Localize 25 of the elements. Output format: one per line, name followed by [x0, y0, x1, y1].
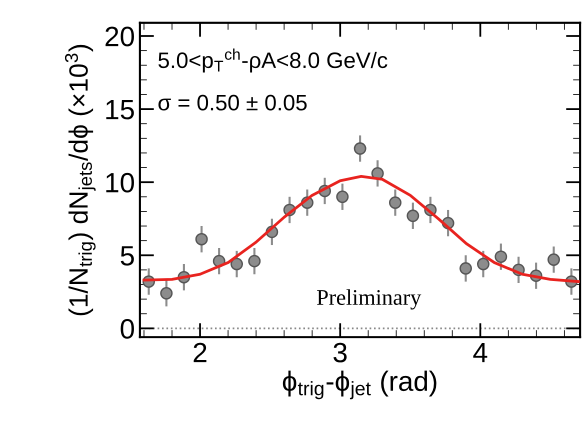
point	[248, 254, 261, 268]
y-tick-label: 15	[106, 100, 134, 120]
x-tick-label: 4	[473, 343, 488, 362]
point	[547, 253, 560, 266]
point	[230, 258, 244, 270]
y-axis-title: (1/N$_{trig}$) dN$_{jets}$/dϕ (×10$^{3}$)	[64, 44, 96, 316]
point	[388, 196, 402, 209]
point	[494, 250, 508, 263]
x-tick-label: 3	[334, 342, 347, 362]
point	[459, 262, 472, 275]
point	[336, 190, 349, 204]
annotation: 5.0<p$_{T}$$^{ch}$-ρA<8.0 GeV/c	[158, 48, 388, 73]
x-axis-title: ϕ$_{trig}$-ϕ$_{jet}$ (rad)	[282, 370, 436, 400]
point	[160, 287, 173, 300]
point	[477, 258, 490, 270]
y-tick-label: 10	[106, 172, 134, 193]
annotation: Preliminary	[316, 289, 422, 310]
point	[195, 232, 208, 246]
y-tick-label: 20	[106, 26, 134, 46]
y-tick-label: 0	[120, 319, 134, 339]
point	[354, 142, 366, 155]
y-tick-label: 5	[120, 246, 134, 266]
point	[406, 210, 420, 222]
annotation: σ = 0.50 ± 0.05	[158, 94, 307, 111]
x-tick-label: 2	[194, 342, 206, 362]
